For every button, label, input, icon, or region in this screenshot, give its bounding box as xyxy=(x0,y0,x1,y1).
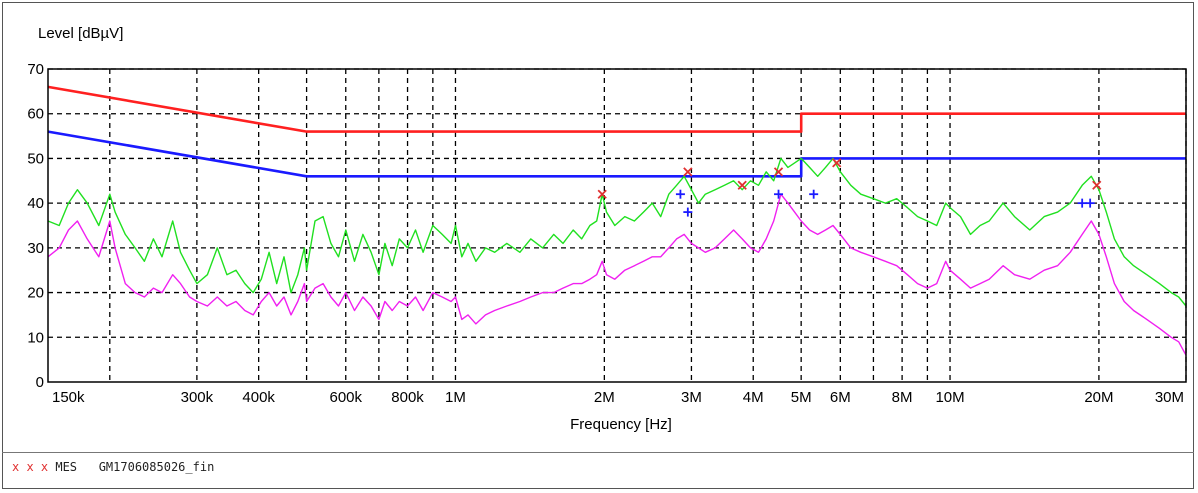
y-tick-label: 40 xyxy=(27,195,44,212)
y-axis-title: Level [dBµV] xyxy=(38,25,123,42)
x-tick-label: 10M xyxy=(935,389,964,406)
series-line-1 xyxy=(47,130,1186,178)
marker-plus xyxy=(683,207,693,217)
marker-x xyxy=(737,180,747,190)
x-tick-label: 800k xyxy=(391,389,424,406)
marker-x-stroke xyxy=(832,158,842,168)
x-tick-label: 1M xyxy=(445,389,466,406)
x-tick-label: 6M xyxy=(830,389,851,406)
marker-x-stroke xyxy=(737,180,747,190)
y-tick-label: 50 xyxy=(27,150,44,167)
x-tick-label: 5M xyxy=(791,389,812,406)
marker-plus xyxy=(1085,198,1095,208)
emi-chart: 0 10 20 30 40 50 60 70 150k 300k 400k 600k 800k 1M 2M 3… xyxy=(27,25,1187,433)
marker-x-stroke xyxy=(1092,180,1102,190)
marker-layer xyxy=(597,158,1102,217)
x-tick-label: 300k xyxy=(181,389,214,406)
series-layer xyxy=(47,85,1187,356)
marker-x xyxy=(683,167,693,177)
footer-divider xyxy=(2,452,1194,453)
axis-layer: 0 10 20 30 40 50 60 70 150k 300k 400k 600k 800k 1M 2M 3… xyxy=(27,61,1187,406)
marker-x-stroke xyxy=(683,167,693,177)
y-tick-label: 60 xyxy=(27,106,44,123)
x-tick-label: 20M xyxy=(1084,389,1113,406)
marker-plus xyxy=(1077,198,1087,208)
x-tick-label: 400k xyxy=(242,389,275,406)
y-tick-label: 10 xyxy=(27,329,44,346)
legend-text: MES GM1706085026_fin xyxy=(55,460,215,474)
x-axis-title: Frequency [Hz] xyxy=(570,416,672,433)
x-tick-label: 600k xyxy=(329,389,362,406)
marker-plus xyxy=(809,189,819,199)
x-tick-label: 8M xyxy=(892,389,913,406)
y-tick-label: 20 xyxy=(27,285,44,302)
y-tick-label: 0 xyxy=(36,374,44,391)
x-tick-label: 2M xyxy=(594,389,615,406)
marker-x xyxy=(1092,180,1102,190)
y-tick-label: 30 xyxy=(27,240,44,257)
marker-plus xyxy=(774,189,784,199)
x-tick-label: 3M xyxy=(681,389,702,406)
legend-marker-icon: x x x xyxy=(12,460,49,474)
series-line-2 xyxy=(47,157,1187,307)
y-tick-label: 70 xyxy=(27,61,44,78)
series-line-3 xyxy=(47,193,1187,356)
marker-x-stroke xyxy=(773,167,784,177)
marker-plus xyxy=(675,189,685,199)
series-line-0 xyxy=(47,85,1186,133)
plot-area-border xyxy=(47,68,1187,383)
legend: x x x MES GM1706085026_fin xyxy=(12,460,214,474)
marker-x xyxy=(773,167,784,177)
marker-x-stroke xyxy=(597,189,607,199)
marker-x xyxy=(597,189,607,199)
marker-x xyxy=(832,158,842,168)
x-tick-label: 4M xyxy=(743,389,764,406)
x-tick-label: 30M xyxy=(1155,389,1184,406)
x-tick-label: 150k xyxy=(52,389,85,406)
